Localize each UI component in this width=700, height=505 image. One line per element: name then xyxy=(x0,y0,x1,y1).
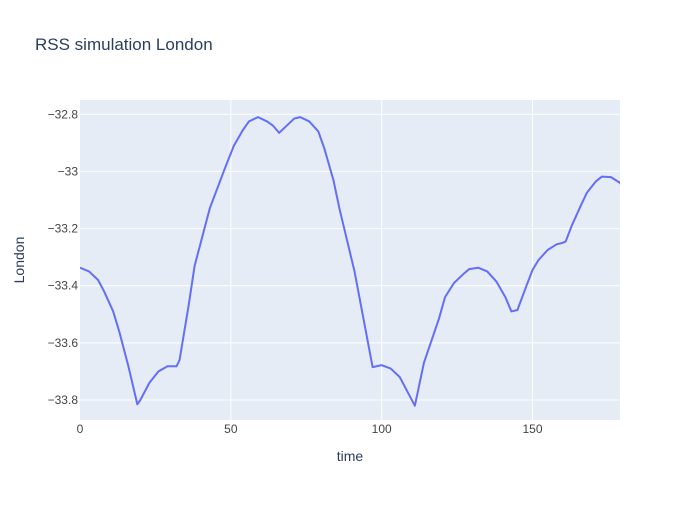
y-tick-label: −33.4 xyxy=(48,279,79,293)
x-tick-label: 50 xyxy=(224,422,238,436)
x-axis-ticks: 0 50 100 150 xyxy=(77,422,543,436)
y-axis-ticks: −32.8 −33 −33.2 −33.4 −33.6 −33.8 xyxy=(48,107,79,407)
y-tick-label: −33.2 xyxy=(48,222,79,236)
chart-title: RSS simulation London xyxy=(35,35,213,54)
series-line xyxy=(80,116,620,407)
y-axis-label: London xyxy=(11,237,27,284)
x-axis-label: time xyxy=(337,448,364,464)
x-tick-label: 100 xyxy=(372,422,392,436)
x-tick-label: 150 xyxy=(522,422,542,436)
x-tick-label: 0 xyxy=(77,422,84,436)
y-tick-label: −32.8 xyxy=(48,107,79,121)
series-layer xyxy=(80,116,620,407)
y-tick-label: −33 xyxy=(58,164,79,178)
gridlines xyxy=(80,100,620,420)
y-tick-label: −33.6 xyxy=(48,336,79,350)
y-tick-label: −33.8 xyxy=(48,393,79,407)
